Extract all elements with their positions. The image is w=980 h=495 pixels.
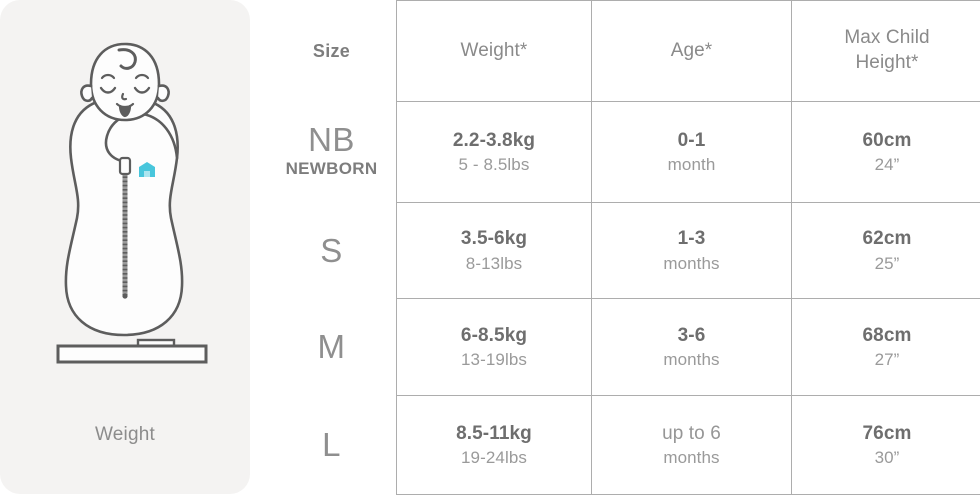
weight-metric-m: 6-8.5kg [397,322,591,350]
height-metric-l: 76cm [792,420,980,448]
age-cell-l: up to 6 months [592,396,792,495]
baby-swaddle-svg [35,40,215,375]
weight-imperial-m: 13-19lbs [397,349,591,372]
size-cell-nb: NB NEWBORN [267,102,397,203]
scale-platform [58,346,206,362]
age-main-nb: 0-1 [592,127,791,155]
weight-metric-s: 3.5-6kg [397,225,591,253]
age-sub-s: months [592,253,791,276]
height-metric-nb: 60cm [792,127,980,155]
age-sub-l: months [592,447,791,470]
height-cell-m: 68cm 27” [792,299,980,396]
height-cell-nb: 60cm 24” [792,102,980,203]
height-imperial-l: 30” [792,447,980,470]
product-illustration-card: Weight [0,0,250,494]
size-sub-nb: NEWBORN [267,157,396,181]
height-metric-m: 68cm [792,322,980,350]
weight-metric-l: 8.5-11kg [397,420,591,448]
weight-imperial-nb: 5 - 8.5lbs [397,154,591,177]
zipper-stop [122,293,127,298]
size-main-s: S [267,232,396,270]
age-cell-s: 1-3 months [592,203,792,299]
age-sub-nb: month [592,154,791,177]
header-size-label: Size [313,41,350,61]
size-cell-l: L [267,396,397,495]
header-cell-max-child-height: Max Child Height* [792,1,980,102]
height-cell-l: 76cm 30” [792,396,980,495]
size-cell-s: S [267,203,397,299]
size-chart-table: Size Weight* Age* Max Child Height* NB N… [267,0,980,495]
height-imperial-s: 25” [792,253,980,276]
table-row-m: M 6-8.5kg 13-19lbs 3-6 months 68cm 27” [267,299,980,396]
age-main-l: up to 6 [592,420,791,448]
weighing-scale [58,340,206,362]
weight-metric-nb: 2.2-3.8kg [397,127,591,155]
baby-ear-left [81,86,92,101]
baby-chin-dimple [120,106,130,116]
table-row-s: S 3.5-6kg 8-13lbs 1-3 months 62cm 25” [267,203,980,299]
panel-caption: Weight [0,424,250,446]
zipper-slider [120,158,130,174]
table-row-l: L 8.5-11kg 19-24lbs up to 6 months 76cm … [267,396,980,495]
size-main-l: L [267,426,396,464]
age-cell-m: 3-6 months [592,299,792,396]
weight-cell-s: 3.5-6kg 8-13lbs [397,203,592,299]
size-cell-m: M [267,299,397,396]
height-imperial-m: 27” [792,349,980,372]
header-cell-age: Age* [592,1,792,102]
table-header-row: Size Weight* Age* Max Child Height* [267,1,980,102]
size-main-nb: NB [267,123,396,158]
header-height-line2: Height* [855,52,918,73]
weight-cell-nb: 2.2-3.8kg 5 - 8.5lbs [397,102,592,203]
header-cell-weight: Weight* [397,1,592,102]
table-row-nb: NB NEWBORN 2.2-3.8kg 5 - 8.5lbs 0-1 mont… [267,102,980,203]
swaddled-baby-on-scale-illustration [0,40,250,375]
height-imperial-nb: 24” [792,154,980,177]
size-main-m: M [267,328,396,366]
header-height-line1: Max Child [844,27,929,48]
weight-imperial-s: 8-13lbs [397,253,591,276]
height-metric-s: 62cm [792,225,980,253]
age-sub-m: months [592,349,791,372]
header-cell-size: Size [267,1,397,102]
weight-imperial-l: 19-24lbs [397,447,591,470]
baby-ear-right [158,86,169,101]
age-main-m: 3-6 [592,322,791,350]
weight-cell-l: 8.5-11kg 19-24lbs [397,396,592,495]
height-cell-s: 62cm 25” [792,203,980,299]
header-age-label: Age* [671,40,713,61]
weight-cell-m: 6-8.5kg 13-19lbs [397,299,592,396]
header-weight-label: Weight* [461,40,528,61]
age-main-s: 1-3 [592,225,791,253]
age-cell-nb: 0-1 month [592,102,792,203]
